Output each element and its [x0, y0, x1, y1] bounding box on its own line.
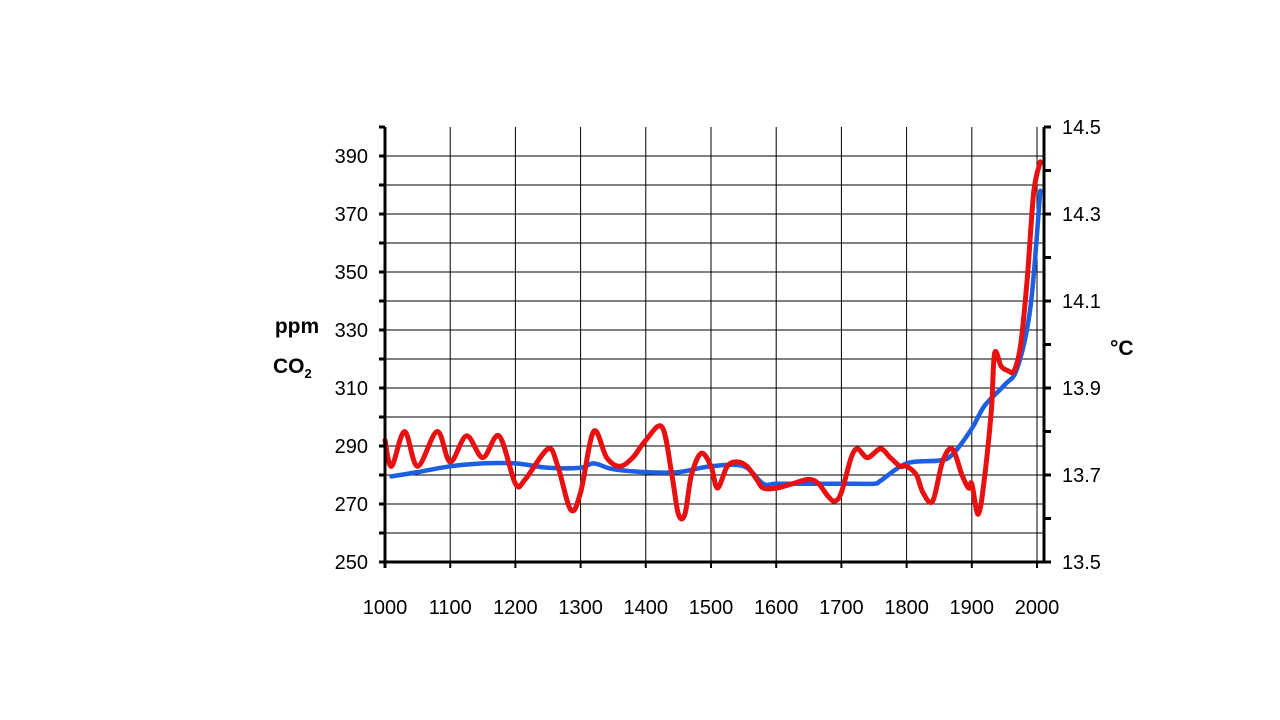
y-right-tick-label: 14.3: [1062, 204, 1101, 226]
y-right-tick-label: 14.1: [1062, 291, 1101, 313]
y-left-tick-label: 270: [335, 494, 368, 516]
left-axis-quantity-label: CO2: [273, 355, 312, 381]
left-axis-unit-label: ppm: [275, 315, 319, 338]
axes: [379, 125, 1051, 568]
x-tick-label: 1500: [689, 597, 734, 619]
y-left-tick-label: 310: [335, 378, 368, 400]
co2-series-line: [389, 188, 1043, 488]
x-tick-label: 1400: [624, 597, 669, 619]
tick-labels: 1000 1100 1200 1300 1400 1500 1600 1700 1800 1900…: [335, 117, 1101, 619]
right-axis-unit-label: °C: [1110, 337, 1134, 360]
y-left-tick-label: 250: [335, 552, 368, 574]
x-tick-label: 1000: [363, 597, 408, 619]
y-right-tick-label: 13.9: [1062, 378, 1101, 400]
x-tick-label: 1600: [754, 597, 799, 619]
y-left-tick-label: 330: [335, 320, 368, 342]
x-tick-label: 1900: [950, 597, 995, 619]
y-right-tick-label: 13.7: [1062, 465, 1101, 487]
series-layer: [382, 159, 1043, 522]
y-left-tick-label: 390: [335, 146, 368, 168]
y-left-tick-label: 370: [335, 204, 368, 226]
y-left-tick-label: 290: [335, 436, 368, 458]
y-left-tick-label: 350: [335, 262, 368, 284]
x-tick-label: 1100: [429, 597, 472, 619]
y-right-tick-label: 14.5: [1062, 117, 1101, 139]
x-tick-label: 1800: [884, 597, 929, 619]
x-tick-label: 1300: [558, 597, 603, 619]
temperature-series-line: [382, 159, 1043, 522]
x-tick-label: 2000: [1015, 597, 1060, 619]
x-tick-label: 1200: [493, 597, 538, 619]
x-tick-label: 1700: [819, 597, 864, 619]
grid: [385, 127, 1044, 562]
y-right-tick-label: 13.5: [1062, 552, 1101, 574]
